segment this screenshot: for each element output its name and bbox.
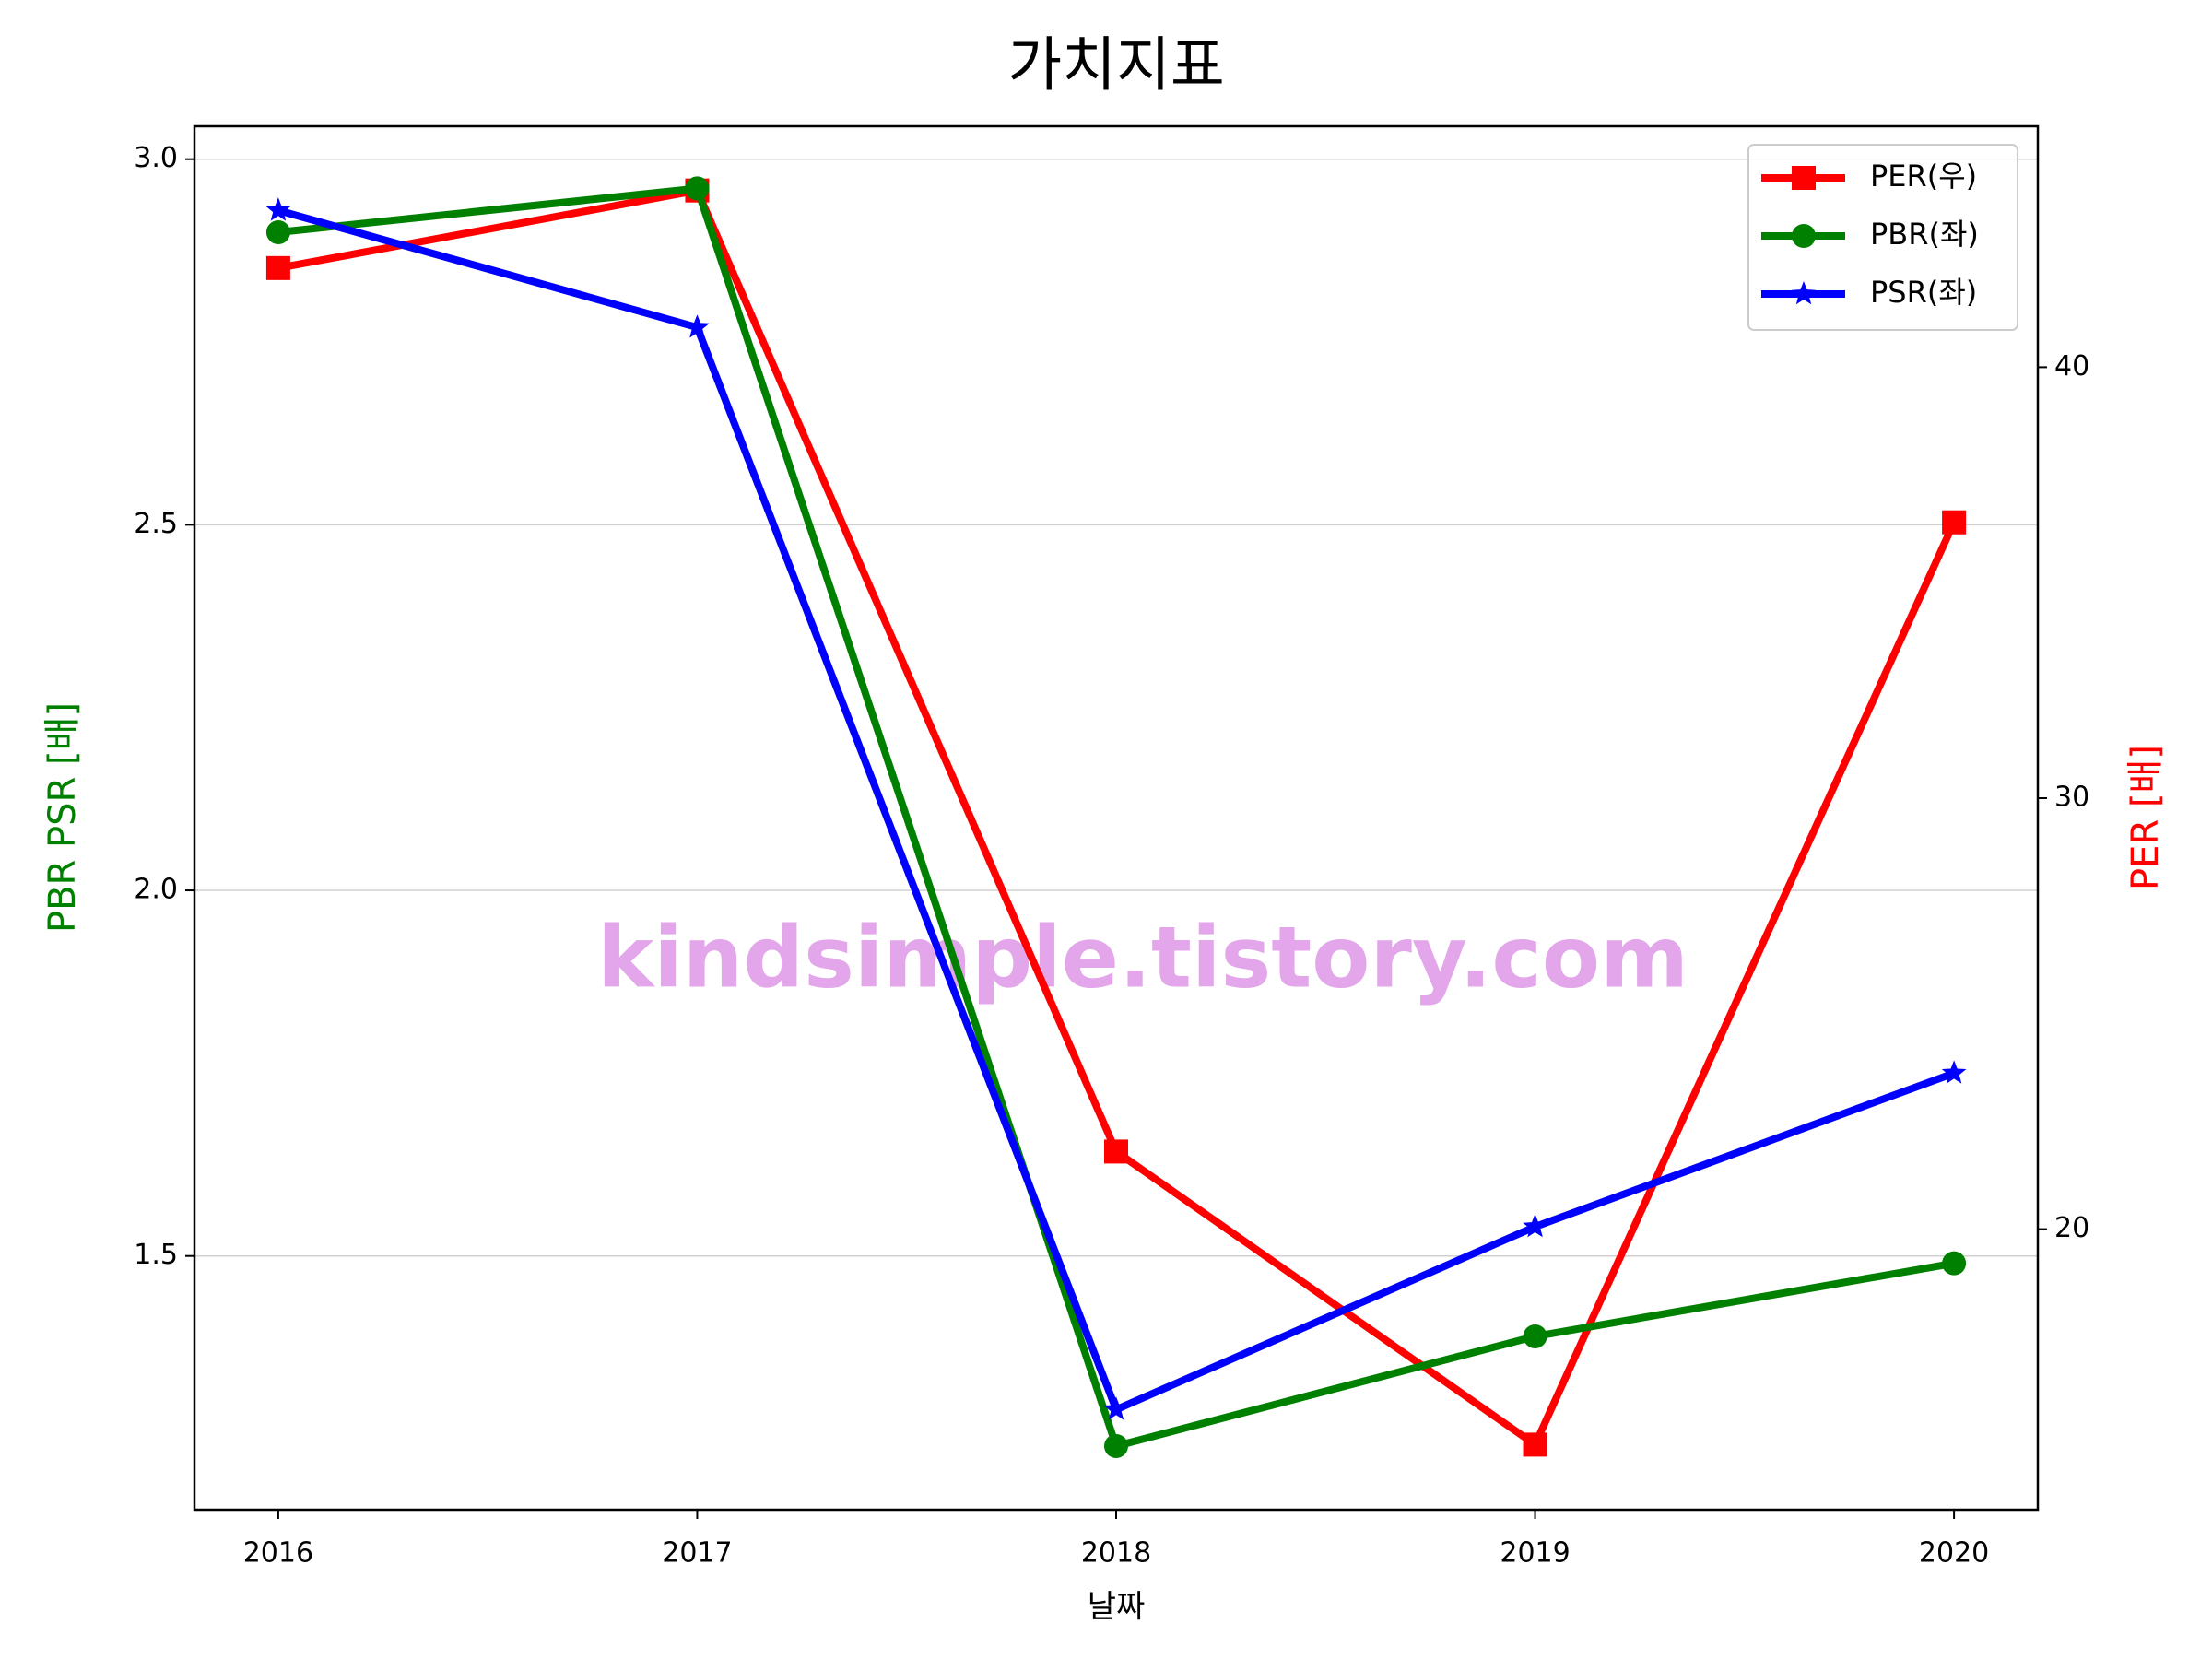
- legend-marker: [1792, 166, 1816, 190]
- marker: [1523, 1214, 1547, 1238]
- marker: [265, 197, 291, 221]
- plot-frame: [193, 124, 2040, 1512]
- x-tick-label: 2020: [1919, 1537, 1989, 1570]
- x-tick-label: 2017: [662, 1537, 732, 1570]
- y2-tick-label: 20: [2054, 1212, 2089, 1244]
- marker: [1523, 1432, 1547, 1457]
- y-tick-label: 3.0: [134, 142, 178, 174]
- marker: [1942, 1251, 1967, 1276]
- y2-tick-label: 30: [2054, 781, 2089, 813]
- y-tick-label: 2.0: [134, 874, 178, 906]
- marker: [685, 176, 710, 201]
- y2-tick-label: 40: [2054, 350, 2089, 382]
- x-tick-label: 2016: [243, 1537, 313, 1570]
- y-axis-label: PBR PSR [배]: [41, 702, 84, 933]
- legend-label: PBR(좌): [1870, 217, 1979, 252]
- x-tick-label: 2018: [1081, 1537, 1151, 1570]
- y2-axis-label: PER [배]: [2124, 745, 2167, 890]
- marker: [1104, 1139, 1128, 1164]
- marker: [1103, 1396, 1129, 1420]
- legend-label: PER(우): [1870, 159, 1977, 194]
- marker: [685, 314, 710, 338]
- marker: [265, 255, 290, 280]
- watermark: kindsimple.tistory.com: [597, 908, 1688, 1006]
- legend-marker: [1791, 281, 1817, 305]
- chart-title: 가치지표: [1007, 32, 1225, 100]
- marker: [1104, 1433, 1128, 1458]
- marker: [1523, 1324, 1547, 1348]
- marker: [1942, 510, 1967, 535]
- marker: [1941, 1060, 1967, 1084]
- x-axis-label: 날짜: [1088, 1589, 1146, 1626]
- legend-marker: [1792, 224, 1816, 248]
- legend-label: PSR(좌): [1870, 275, 1977, 310]
- x-tick-label: 2019: [1500, 1537, 1570, 1570]
- y-tick-label: 1.5: [134, 1239, 178, 1271]
- y-tick-label: 2.5: [134, 508, 178, 540]
- legend-box: [1747, 144, 2018, 331]
- marker: [265, 220, 290, 245]
